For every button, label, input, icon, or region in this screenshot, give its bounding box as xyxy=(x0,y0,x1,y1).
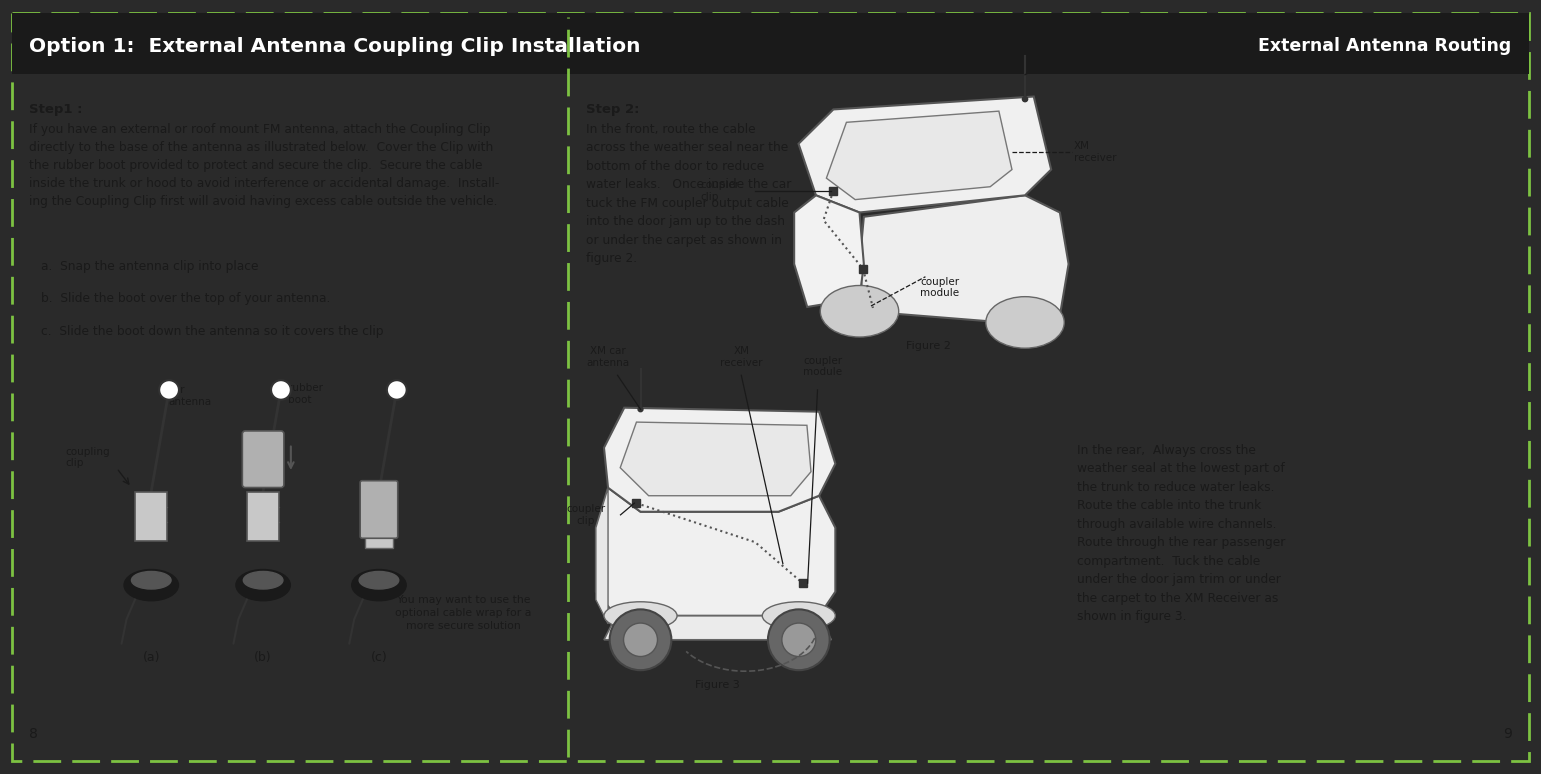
Polygon shape xyxy=(596,488,835,616)
Circle shape xyxy=(387,380,407,399)
Circle shape xyxy=(271,380,291,399)
Text: In the rear,  Always cross the
weather seal at the lowest part of
the trunk to r: In the rear, Always cross the weather se… xyxy=(1077,444,1285,623)
Text: car
antenna: car antenna xyxy=(168,385,211,406)
Polygon shape xyxy=(794,195,865,307)
Text: XM car
antenna: XM car antenna xyxy=(586,346,629,368)
Text: In the front, route the cable
across the weather seal near the
bottom of the doo: In the front, route the cable across the… xyxy=(586,122,791,265)
FancyBboxPatch shape xyxy=(247,492,279,541)
Bar xyxy=(632,499,641,507)
Ellipse shape xyxy=(236,570,290,601)
Text: c.  Slide the boot down the antenna so it covers the clip: c. Slide the boot down the antenna so it… xyxy=(42,324,384,337)
Ellipse shape xyxy=(359,571,399,589)
Text: XM car
antenna: XM car antenna xyxy=(1054,44,1097,66)
Polygon shape xyxy=(860,195,1068,324)
Circle shape xyxy=(767,609,829,670)
Circle shape xyxy=(610,609,672,670)
Text: a.  Snap the antenna clip into place: a. Snap the antenna clip into place xyxy=(42,260,259,273)
Polygon shape xyxy=(596,488,609,624)
Text: 9: 9 xyxy=(1502,728,1512,741)
Ellipse shape xyxy=(763,601,835,630)
Text: XM
receiver: XM receiver xyxy=(720,346,763,368)
Text: coupler
module: coupler module xyxy=(803,356,841,378)
Text: (a): (a) xyxy=(142,652,160,665)
Text: coupler
clip: coupler clip xyxy=(701,180,740,201)
FancyBboxPatch shape xyxy=(365,529,393,548)
Polygon shape xyxy=(604,616,831,640)
Circle shape xyxy=(638,407,643,412)
Text: Step 2:: Step 2: xyxy=(586,103,640,116)
Ellipse shape xyxy=(986,296,1065,348)
Text: coupling
clip: coupling clip xyxy=(65,447,109,468)
Text: You may want to use the
optional cable wrap for a
more secure solution: You may want to use the optional cable w… xyxy=(394,595,532,632)
Text: XM
receiver: XM receiver xyxy=(1074,141,1116,163)
Text: If you have an external or roof mount FM antenna, attach the Coupling Clip
direc: If you have an external or roof mount FM… xyxy=(29,122,499,207)
Text: Figure 2: Figure 2 xyxy=(906,341,951,351)
FancyBboxPatch shape xyxy=(361,481,398,538)
Text: Option 1:  External Antenna Coupling Clip Installation: Option 1: External Antenna Coupling Clip… xyxy=(29,37,641,56)
Ellipse shape xyxy=(820,286,898,337)
Bar xyxy=(829,187,837,195)
Bar xyxy=(798,579,806,587)
Polygon shape xyxy=(826,111,1012,200)
Text: coupler
module: coupler module xyxy=(920,277,960,298)
Bar xyxy=(858,265,868,272)
Text: coupler
clip: coupler clip xyxy=(566,504,606,526)
Text: 8: 8 xyxy=(29,728,39,741)
Text: (c): (c) xyxy=(370,652,387,665)
Polygon shape xyxy=(604,408,835,512)
Text: Figure 3: Figure 3 xyxy=(695,680,740,690)
Text: b.  Slide the boot over the top of your antenna.: b. Slide the boot over the top of your a… xyxy=(42,293,331,305)
Text: rubber
boot: rubber boot xyxy=(288,383,324,405)
Text: Step1 :: Step1 : xyxy=(29,103,83,116)
FancyBboxPatch shape xyxy=(242,431,284,488)
Text: External Antenna Routing: External Antenna Routing xyxy=(1259,37,1512,56)
Circle shape xyxy=(159,380,179,399)
Polygon shape xyxy=(798,97,1051,213)
FancyBboxPatch shape xyxy=(136,492,166,541)
Circle shape xyxy=(781,623,815,656)
Circle shape xyxy=(624,623,658,656)
Ellipse shape xyxy=(123,570,179,601)
Ellipse shape xyxy=(243,571,284,589)
Ellipse shape xyxy=(604,601,676,630)
Ellipse shape xyxy=(351,570,407,601)
Ellipse shape xyxy=(131,571,171,589)
Bar xyxy=(12,13,1529,74)
Circle shape xyxy=(1022,97,1028,101)
Polygon shape xyxy=(619,422,811,495)
Text: (b): (b) xyxy=(254,652,271,665)
